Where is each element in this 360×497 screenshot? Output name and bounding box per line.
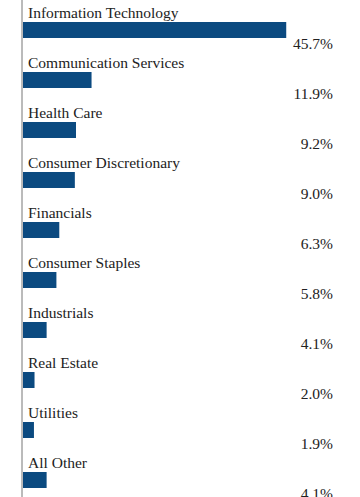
bar (23, 22, 286, 38)
chart: Information Technology 45.7% Communication… (0, 0, 360, 497)
bars (23, 22, 286, 488)
category-label: Industrials (28, 304, 93, 321)
bar (23, 122, 76, 138)
data-label: 2.0% (301, 385, 333, 402)
data-label: 5.8% (301, 285, 333, 302)
bar (23, 422, 34, 438)
bar (23, 72, 92, 88)
bar (23, 372, 35, 388)
category-label: Consumer Discretionary (28, 154, 180, 171)
category-label: Real Estate (28, 354, 98, 371)
data-label: 4.1% (301, 335, 333, 352)
data-label: 9.0% (301, 185, 333, 202)
bar (23, 172, 75, 188)
data-label: 11.9% (294, 85, 334, 102)
category-label: Health Care (28, 104, 103, 121)
data-label: 6.3% (301, 235, 333, 252)
bar (23, 322, 47, 338)
chart-container: Information Technology 45.7% Communication… (0, 0, 360, 497)
data-label: 45.7% (293, 35, 333, 52)
category-label: Communication Services (28, 54, 184, 71)
category-label: Financials (28, 204, 92, 221)
bar (23, 272, 56, 288)
category-label: All Other (28, 454, 88, 471)
category-label: Utilities (28, 404, 78, 421)
category-label: Consumer Staples (28, 254, 140, 271)
bar (23, 472, 47, 488)
data-label: 4.1% (301, 485, 333, 497)
data-label: 9.2% (301, 135, 333, 152)
bar (23, 222, 59, 238)
category-label: Information Technology (28, 4, 179, 21)
data-label: 1.9% (301, 435, 333, 452)
labels: Information Technology 45.7% Communication… (28, 4, 333, 497)
axis-line (22, 0, 23, 497)
